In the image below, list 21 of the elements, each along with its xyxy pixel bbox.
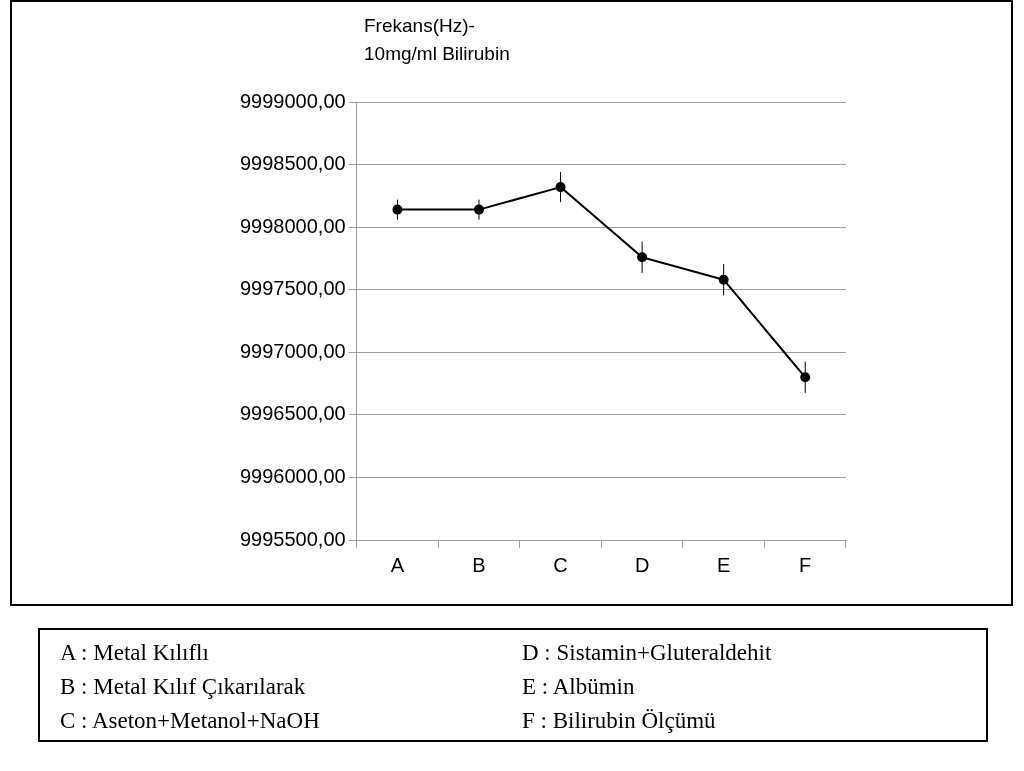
x-tick-label: A — [390, 553, 405, 576]
y-tick-label: 9997000,00 — [239, 339, 346, 362]
y-tick-label: 9996500,00 — [239, 402, 346, 425]
x-tick-label: B — [472, 553, 486, 576]
x-tick-label: D — [634, 553, 650, 576]
text: F : Bilirubin Ölçümü — [522, 707, 717, 735]
chart-title: Frekans(Hz)- 10mg/ml Bilirubin — [364, 14, 510, 66]
text: C : Aseton+Metanol+NaOH — [60, 707, 321, 735]
text: D : Sistamin+Gluteraldehit — [522, 639, 773, 667]
y-tick-label: 9996000,00 — [239, 464, 346, 487]
y-tick-label: 9997500,00 — [239, 277, 346, 300]
y-tick-label: 9998000,00 — [239, 214, 346, 237]
text: B : Metal Kılıf Çıkarılarak — [60, 673, 307, 701]
y-tick-label: 9999000,00 — [239, 89, 346, 112]
y-tick-label: 9998500,00 — [239, 152, 346, 175]
text: A : Metal Kılıflı — [60, 639, 210, 667]
x-tick-label: E — [716, 553, 731, 576]
x-tick-label: F — [799, 553, 812, 576]
y-tick-label: 9995500,00 — [239, 527, 346, 550]
text: E : Albümin — [522, 673, 636, 701]
x-tick-label: C — [553, 553, 568, 576]
